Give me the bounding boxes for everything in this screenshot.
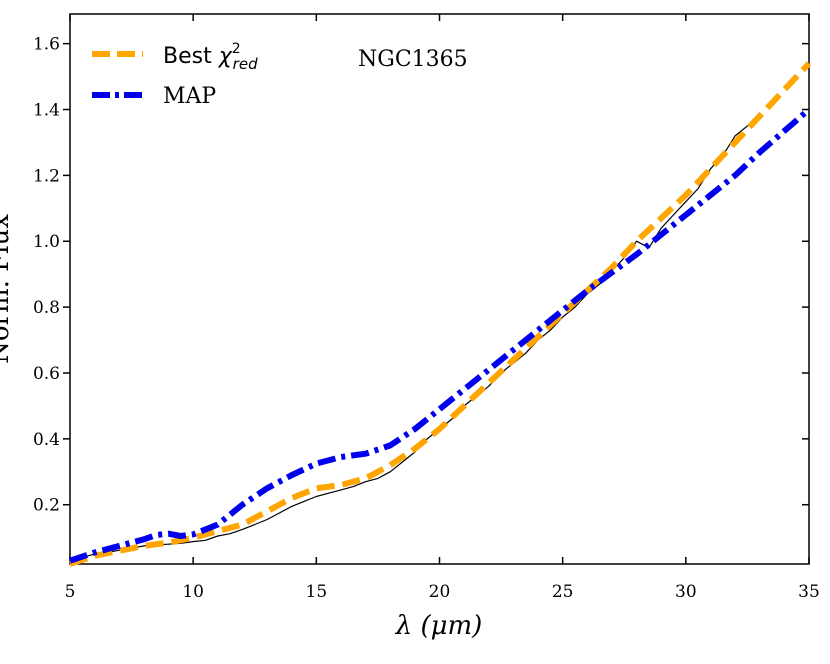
x-tick-label: 35 [798, 582, 820, 602]
series-line-observed [69, 112, 761, 560]
y-axis-title: Norm. Flux [0, 214, 15, 364]
legend-label-map: MAP [163, 84, 216, 109]
legend-label-best-sup: 2 [232, 41, 241, 57]
y-tick-label: 1.2 [33, 166, 60, 186]
x-tick-label: 10 [182, 582, 204, 602]
x-axis-ticks: 5 10 15 20 25 30 35 [65, 14, 820, 602]
y-tick-label: 1.0 [33, 232, 60, 252]
y-tick-label: 0.2 [33, 496, 60, 516]
x-tick-label: 15 [306, 582, 328, 602]
legend-label-best: Best χ2 red [163, 41, 258, 73]
y-tick-label: 0.4 [33, 430, 60, 450]
x-tick-label: 20 [429, 582, 451, 602]
x-axis-title: λ (μm) [395, 611, 483, 641]
x-tick-label: 25 [552, 582, 574, 602]
y-tick-label: 1.6 [33, 35, 60, 55]
legend-label-best-symbol: χ [218, 44, 233, 69]
annotation-galaxy-name: NGC1365 [358, 47, 468, 72]
legend-label-best-prefix: Best [163, 44, 219, 69]
y-tick-label: 0.6 [33, 364, 60, 384]
y-tick-label: 1.4 [33, 101, 60, 121]
x-tick-label: 5 [65, 582, 76, 602]
series-line-map [69, 107, 811, 564]
legend: Best χ2 red MAP [92, 41, 258, 109]
legend-label-best-sub: red [233, 55, 258, 73]
series-lines [69, 61, 812, 567]
y-axis-ticks: 0.2 0.4 0.6 0.8 1.0 1.2 1.4 1.6 [33, 35, 809, 516]
y-tick-label: 0.8 [33, 298, 60, 318]
series-line-best [69, 61, 812, 567]
x-tick-label: 30 [675, 582, 697, 602]
